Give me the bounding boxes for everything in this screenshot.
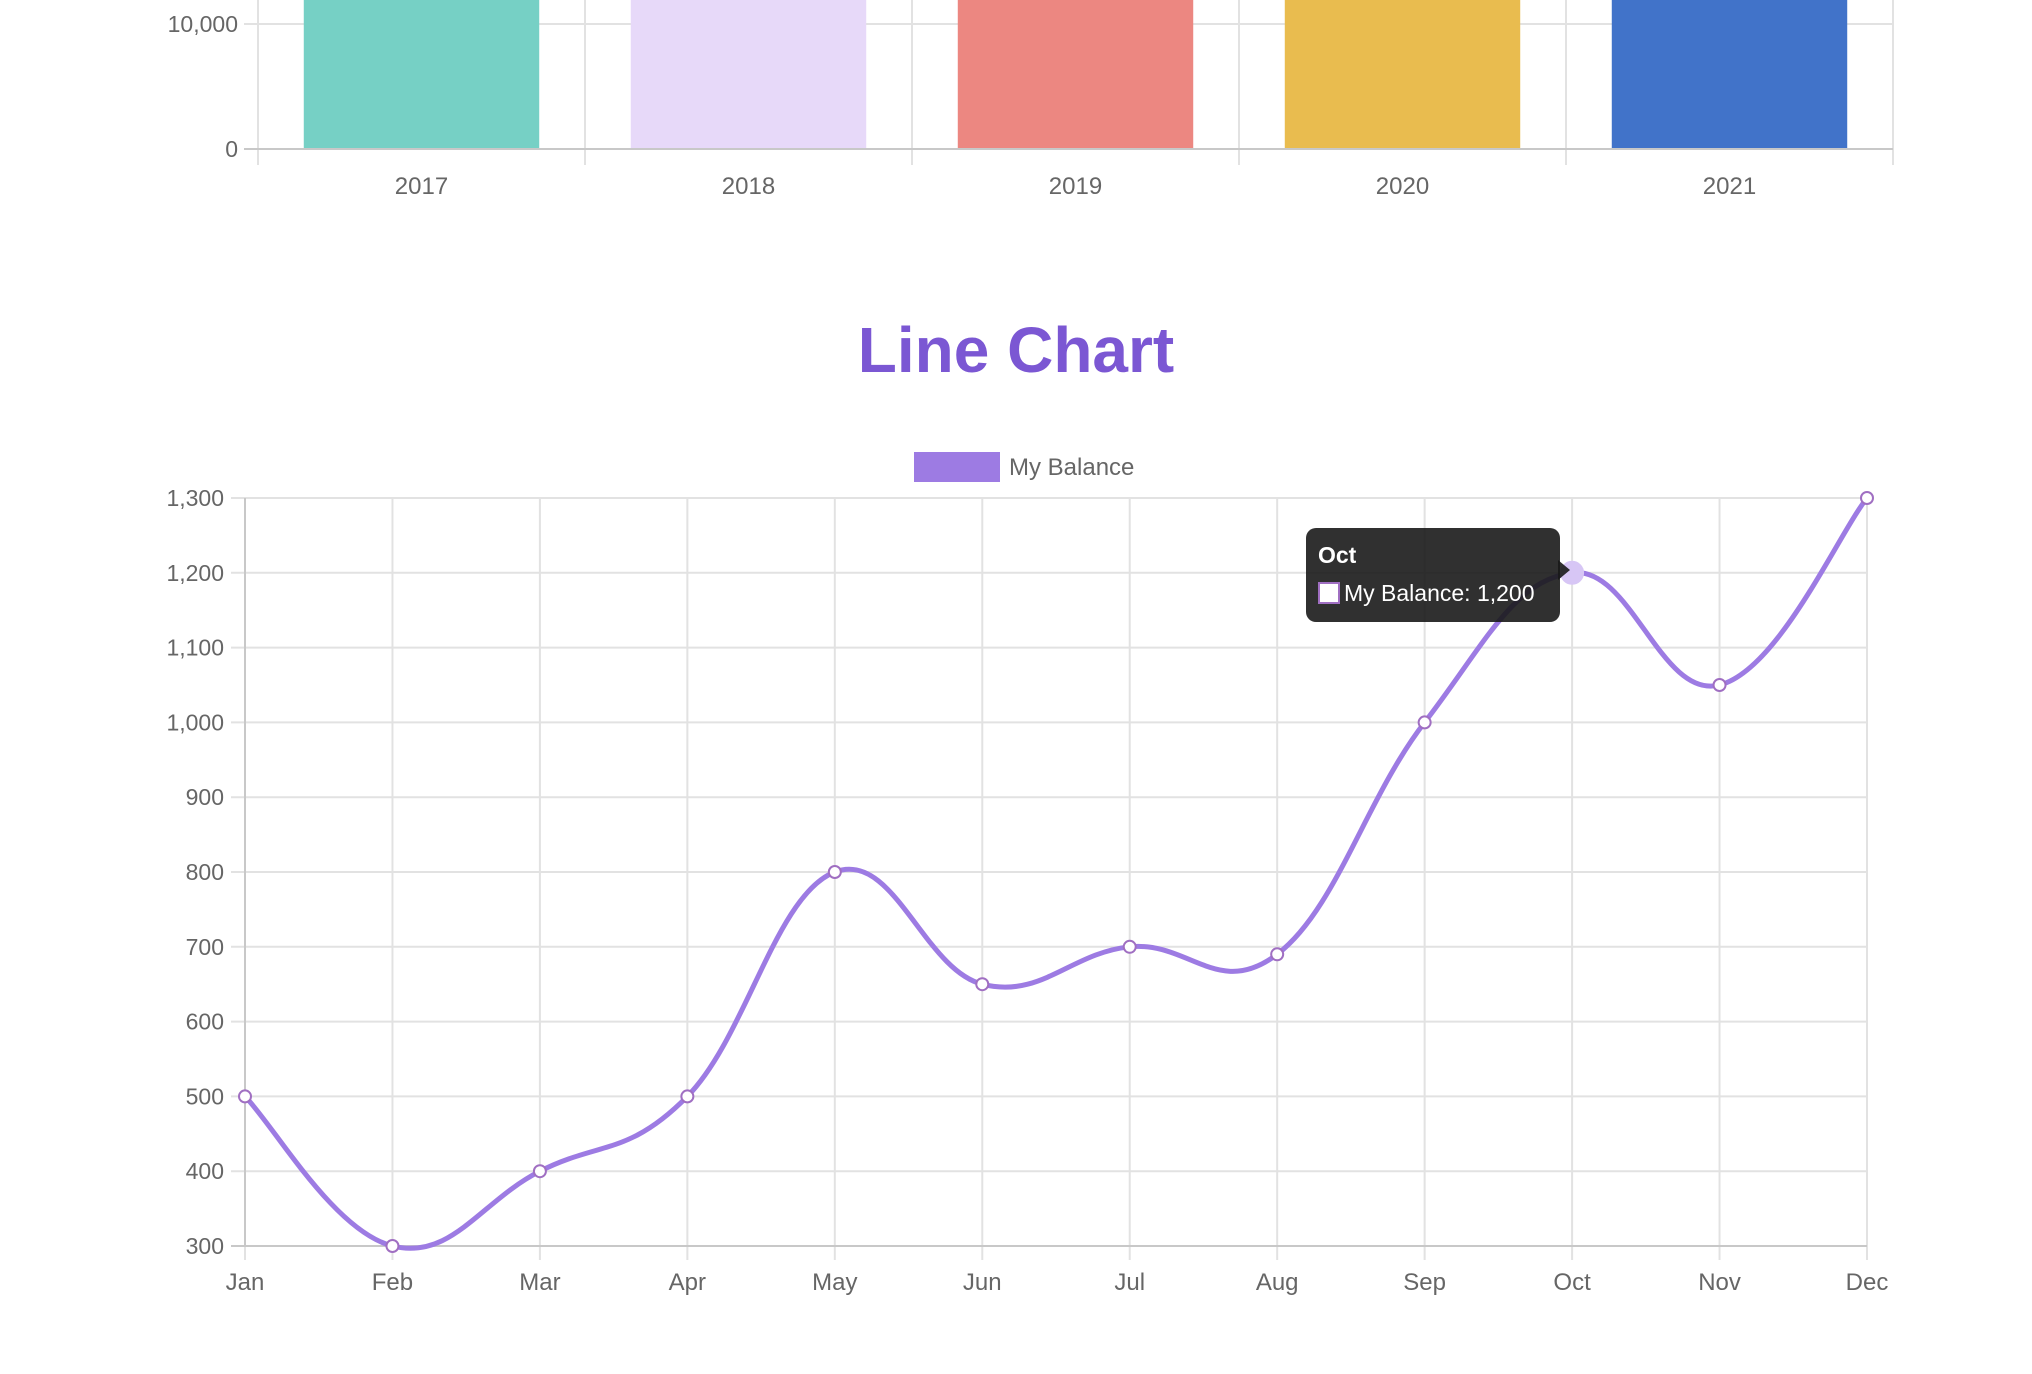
tooltip-caret (1558, 560, 1570, 580)
line-chart-title: Line Chart (857, 314, 1175, 386)
line-y-tick-label: 1,100 (166, 635, 224, 661)
line-y-tick-label: 800 (186, 859, 224, 885)
line-y-tick-label: 400 (186, 1158, 224, 1184)
data-point (532, 1164, 547, 1179)
bar (1284, 0, 1521, 149)
chart-tooltip: Oct My Balance: 1,200 (1306, 528, 1560, 622)
data-point (1712, 678, 1727, 692)
bar-x-tick-label: 2020 (1376, 173, 1429, 200)
line-x-tick-label: Oct (1553, 1269, 1591, 1296)
data-point (385, 1239, 400, 1253)
line-x-tick-label: Dec (1846, 1269, 1889, 1296)
line-y-tick-label: 1,300 (166, 485, 224, 511)
line-x-tick-label: May (812, 1269, 857, 1296)
series-line (243, 496, 1869, 1251)
bar-x-tick-label: 2019 (1049, 173, 1102, 200)
line-x-tick-label: Sep (1403, 1269, 1446, 1296)
bar (957, 0, 1194, 149)
bar-y-tick-label: 10,000 (168, 11, 238, 37)
tooltip-title: Oct (1318, 542, 1357, 568)
data-point (1860, 491, 1874, 505)
line-y-tick-label: 700 (186, 934, 224, 960)
line-y-tick-label: 1,000 (166, 709, 224, 735)
bar-x-tick-label: 2017 (395, 173, 448, 200)
bar-x-tick-label: 2018 (722, 173, 775, 200)
legend-swatch (914, 452, 1000, 482)
data-point (1270, 947, 1285, 962)
data-point (975, 977, 990, 992)
data-point (680, 1089, 695, 1104)
line-x-tick-label: Jun (963, 1269, 1002, 1296)
line-y-tick-label: 1,200 (166, 560, 224, 586)
bar-y-tick-label: 0 (225, 136, 238, 162)
bar (303, 0, 540, 149)
tooltip-swatch (1318, 582, 1340, 604)
data-point (238, 1089, 252, 1104)
line-y-tick-label: 600 (186, 1009, 224, 1035)
line-x-tick-label: Jan (226, 1269, 265, 1296)
line-x-tick-label: Mar (519, 1269, 560, 1296)
line-x-tick-label: Feb (372, 1269, 413, 1296)
line-x-tick-label: Jul (1114, 1269, 1145, 1296)
line-x-tick-label: Aug (1256, 1269, 1299, 1296)
data-point (827, 865, 842, 879)
bar (630, 0, 867, 149)
bar-x-tick-label: 2021 (1703, 173, 1756, 200)
line-y-tick-label: 300 (186, 1233, 224, 1259)
data-point (1122, 939, 1137, 954)
line-y-tick-label: 500 (186, 1083, 224, 1109)
tooltip-label: My Balance: 1,200 (1344, 580, 1535, 606)
bar (1611, 0, 1848, 149)
line-y-tick-label: 900 (186, 784, 224, 810)
line-x-tick-label: Apr (669, 1269, 706, 1296)
data-point (1417, 715, 1432, 730)
bar-chart: 2017 2018 2019 2020 2021 0 10,000 (168, 0, 1894, 200)
legend-label: My Balance (1009, 454, 1134, 481)
line-x-tick-label: Nov (1698, 1269, 1741, 1296)
